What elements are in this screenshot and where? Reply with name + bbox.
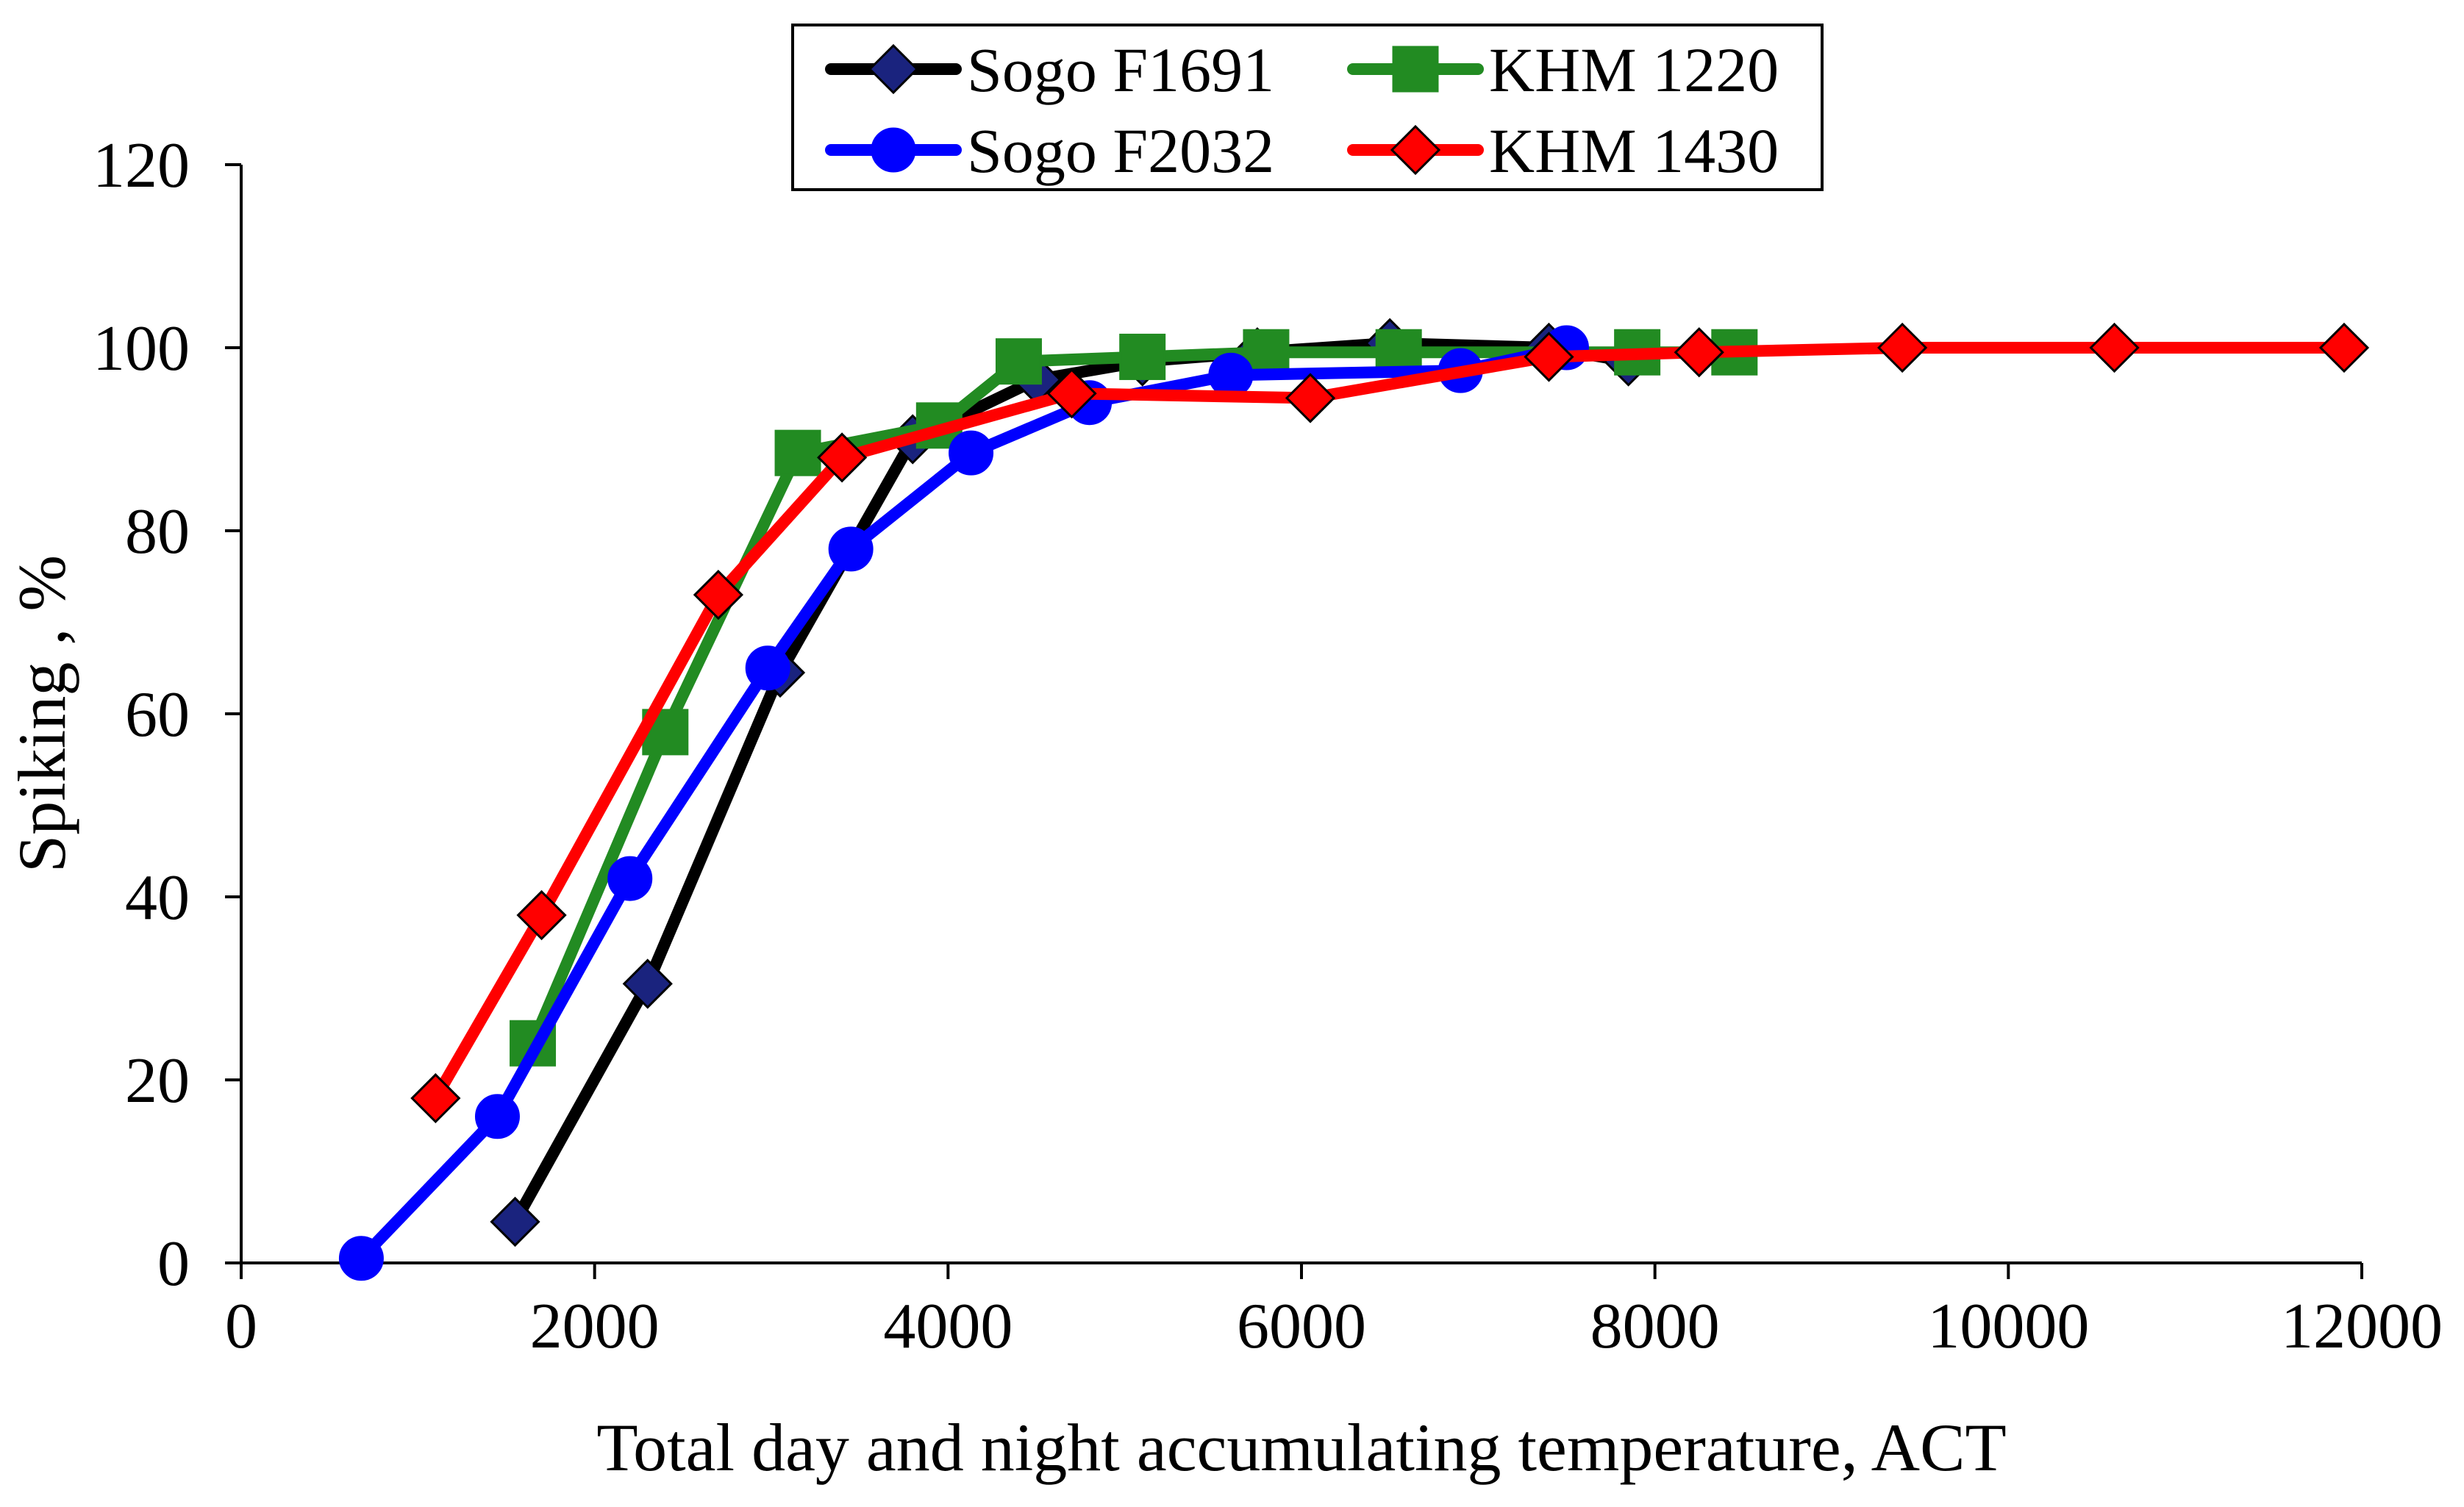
y-tick-label: 0	[157, 1228, 190, 1300]
data-point-khm-1430	[1285, 373, 1336, 423]
axis-ticks: 0 2000 4000 6000 8000 10000 12000 0 20 40 60 80 100 1…	[93, 130, 2443, 1362]
data-point-sogo-f2032	[828, 526, 874, 572]
legend-marker	[1392, 46, 1439, 93]
data-point-khm-1430	[1524, 332, 1574, 382]
legend-label: Sogo F2032	[967, 115, 1274, 186]
y-tick-label: 60	[125, 679, 190, 751]
legend: Sogo F1691 KHM 1220 Sogo F2032 KHM 1430	[791, 24, 1824, 191]
data-point-khm-1430	[693, 570, 744, 620]
legend-label: Sogo F1691	[967, 35, 1274, 105]
y-axis-label: Spiking , %	[4, 555, 79, 873]
legend-label: KHM 1220	[1489, 35, 1779, 105]
x-tick-label: 2000	[530, 1291, 660, 1362]
data-point-sogo-f2032	[949, 430, 994, 476]
series-line-sogo-f2032	[355, 342, 1573, 1264]
y-tick-label: 120	[93, 130, 190, 201]
legend-box	[791, 24, 1824, 191]
series-sogo-f1691	[490, 318, 1654, 1248]
x-tick-label: 0	[225, 1291, 257, 1362]
y-tick-label: 20	[125, 1045, 190, 1117]
x-tick-label: 6000	[1237, 1291, 1366, 1362]
data-point-khm-1430	[410, 1073, 461, 1124]
data-point-khm-1220	[774, 429, 821, 476]
series-line-khm-1430	[429, 342, 2350, 1104]
legend-item-khm-1430: KHM 1430	[1347, 115, 1779, 186]
x-tick-label: 4000	[883, 1291, 1013, 1362]
data-point-khm-1430	[1877, 322, 1928, 373]
legend-marker	[868, 43, 919, 95]
data-point-khm-1430	[1046, 368, 1097, 419]
legend-label: KHM 1430	[1489, 115, 1779, 186]
data-point-khm-1220	[1119, 333, 1166, 380]
data-point-sogo-f2032	[745, 645, 790, 691]
data-point-khm-1430	[2089, 322, 2140, 373]
legend-item-sogo-f2032: Sogo F2032	[825, 115, 1274, 186]
data-point-sogo-f2032	[1208, 352, 1254, 398]
series-khm-1430	[410, 322, 2370, 1124]
series-line-khm-1220	[526, 346, 1740, 1050]
y-tick-label: 100	[93, 313, 190, 384]
series-sogo-f2032	[338, 325, 1589, 1281]
y-tick-label: 80	[125, 496, 190, 568]
axes	[240, 165, 2362, 1264]
data-point-khm-1430	[2318, 322, 2370, 373]
data-point-sogo-f2032	[474, 1094, 520, 1139]
data-point-khm-1430	[516, 889, 567, 941]
data-point-sogo-f1691	[490, 1196, 540, 1248]
data-point-sogo-f2032	[607, 856, 653, 901]
x-tick-label: 8000	[1590, 1291, 1720, 1362]
data-point-sogo-f1691	[622, 959, 673, 1009]
y-tick-label: 40	[125, 862, 190, 934]
series-layer	[338, 318, 2370, 1281]
series-khm-1220	[510, 329, 1758, 1067]
x-axis-label: Total day and night accumulating tempera…	[596, 1410, 2006, 1485]
data-point-khm-1220	[995, 338, 1042, 385]
series-line-sogo-f1691	[509, 337, 1635, 1228]
data-point-khm-1430	[1674, 327, 1724, 378]
legend-marker	[1390, 124, 1441, 176]
data-point-sogo-f2032	[338, 1236, 384, 1281]
legend-marker	[871, 127, 916, 173]
legend-item-sogo-f1691: Sogo F1691	[825, 35, 1274, 105]
data-point-khm-1430	[817, 432, 868, 483]
legend-item-khm-1220: KHM 1220	[1347, 35, 1779, 105]
x-tick-label: 10000	[1927, 1291, 2089, 1362]
x-tick-label: 12000	[2281, 1291, 2443, 1362]
